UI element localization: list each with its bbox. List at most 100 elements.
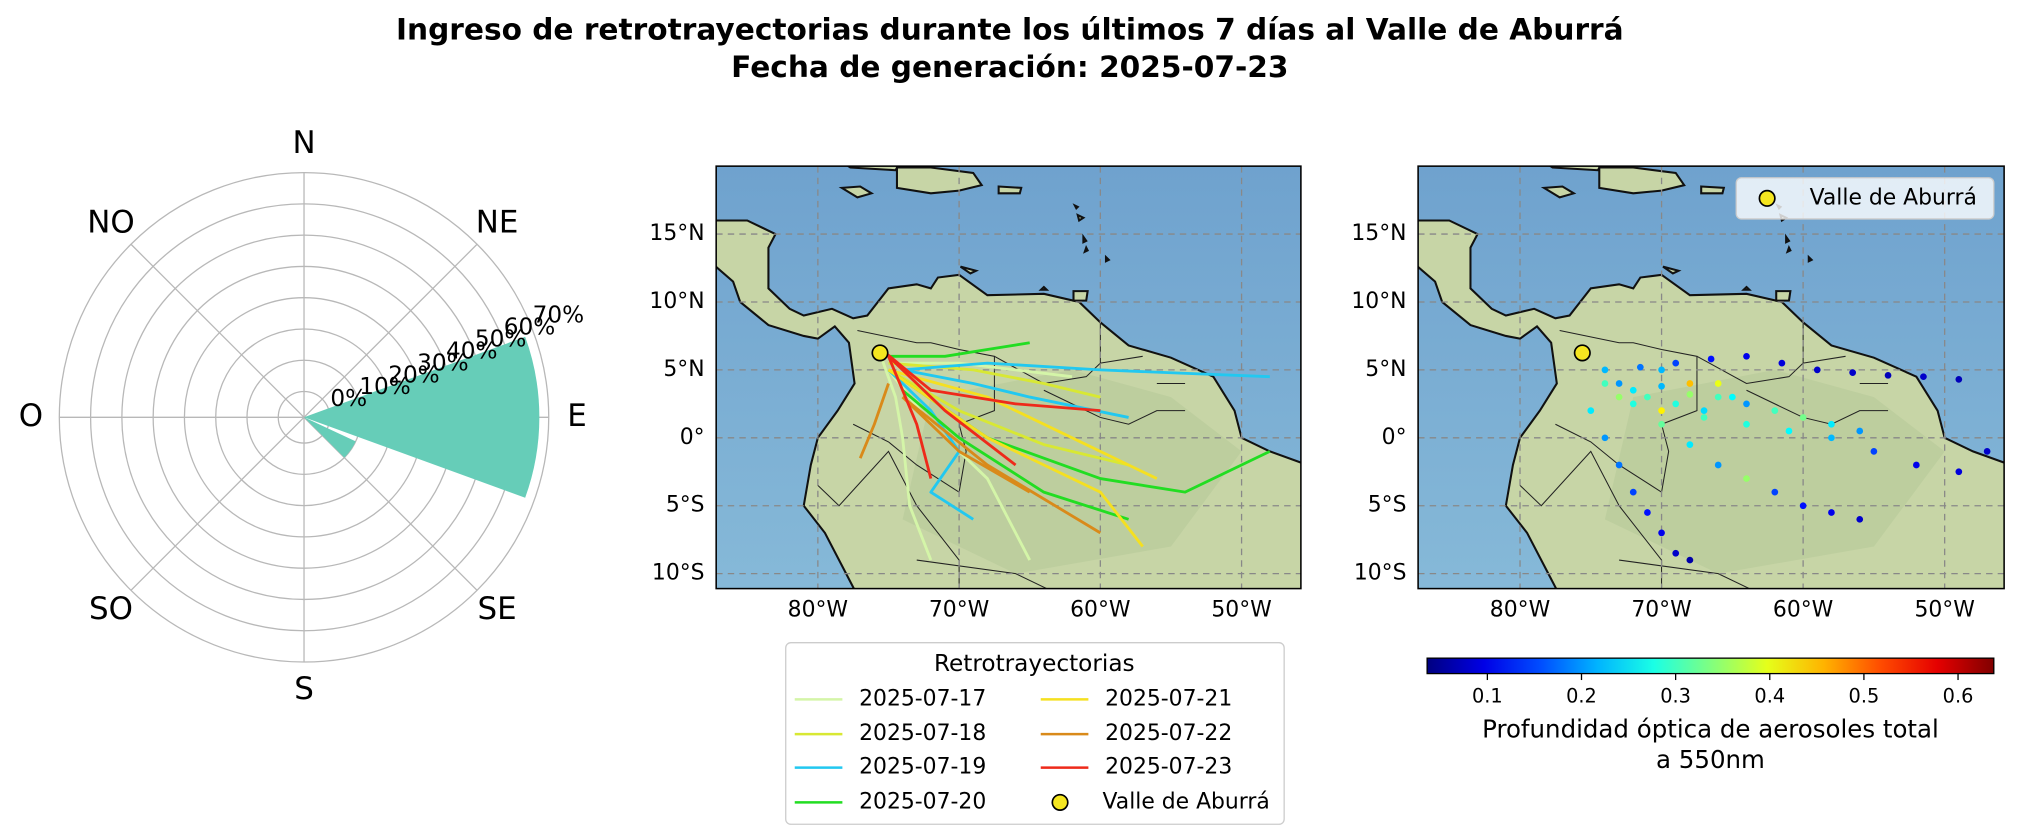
legend-label: 2025-07-21 xyxy=(1105,686,1232,711)
land xyxy=(1598,166,1686,195)
aod-point xyxy=(1658,382,1665,390)
direction-label: NE xyxy=(476,205,519,241)
border xyxy=(1803,355,1846,364)
legend-label: 2025-07-18 xyxy=(859,721,986,746)
aod-point xyxy=(1615,393,1623,401)
aod-point xyxy=(1799,502,1807,510)
aod-point xyxy=(1983,448,1991,455)
radial-tick-label: 10% xyxy=(359,373,411,400)
trajectory xyxy=(902,368,1129,419)
aod-point xyxy=(1658,529,1665,537)
aod-point xyxy=(1658,420,1665,428)
y-tick-label: 5°N xyxy=(1365,357,1406,382)
aod-point xyxy=(1828,434,1835,442)
aod-point xyxy=(1707,355,1715,363)
x-tick-label: 60°W xyxy=(1773,597,1833,622)
colorbar-label: a 550nm xyxy=(1656,745,1765,774)
land xyxy=(1540,185,1577,199)
x-tick-label: 80°W xyxy=(1490,597,1550,622)
title: Ingreso de retrotrayectorias durante los… xyxy=(396,12,1624,46)
colorbar-tick-label: 0.4 xyxy=(1754,684,1785,707)
aod-point xyxy=(1870,448,1878,455)
colorbar-tick-label: 0.1 xyxy=(1472,684,1503,707)
trajectory xyxy=(880,348,1101,413)
radial-tick-label: 70% xyxy=(533,301,585,328)
x-tick-label: 70°W xyxy=(929,597,989,622)
aod-point xyxy=(1629,386,1637,394)
grid-spoke xyxy=(303,243,478,418)
legend-label: 2025-07-20 xyxy=(859,789,986,814)
direction-label: O xyxy=(19,398,43,434)
aod-point xyxy=(1856,427,1864,435)
legend-box xyxy=(1735,177,1995,220)
trajectory xyxy=(878,353,933,561)
legend-label: 2025-07-17 xyxy=(859,686,986,711)
trajectory xyxy=(902,361,1270,379)
y-tick-label: 10°N xyxy=(1351,289,1406,314)
trajectory xyxy=(888,368,1158,480)
land xyxy=(1785,233,1791,244)
land xyxy=(895,166,984,195)
legend-title: Retrotrayectorias xyxy=(934,650,1135,677)
colorbar-label: Profundidad óptica de aerosoles total xyxy=(1482,714,1939,743)
land xyxy=(838,185,875,199)
land xyxy=(997,185,1023,195)
aod-point xyxy=(1700,414,1708,421)
radial-tick-label: 50% xyxy=(475,325,527,352)
trajectory xyxy=(887,355,1017,467)
land xyxy=(1104,254,1111,263)
aod-point xyxy=(1785,427,1793,435)
land xyxy=(1662,265,1682,275)
map-frame xyxy=(1417,165,2005,590)
bar xyxy=(304,417,356,458)
origin-marker xyxy=(871,344,889,362)
aod-point xyxy=(1743,352,1750,360)
bar xyxy=(304,336,540,498)
forest xyxy=(1604,369,1945,574)
map-area xyxy=(1418,166,2005,589)
aod-point xyxy=(1672,400,1680,408)
y-tick-label: 5°S xyxy=(1368,493,1407,518)
aod-point xyxy=(1714,393,1722,401)
direction-label: SE xyxy=(478,591,517,627)
map-frame xyxy=(715,165,1302,590)
aod-point xyxy=(1771,407,1779,414)
aod-point xyxy=(1601,380,1609,387)
aod-point xyxy=(1743,475,1750,482)
aod-point xyxy=(1672,359,1680,367)
aod-point xyxy=(1629,488,1637,496)
aod-point xyxy=(1884,371,1892,379)
land xyxy=(1076,213,1086,223)
aod-point xyxy=(1686,556,1694,564)
aod-point xyxy=(1955,468,1963,476)
legend-label: Valle de Aburrá xyxy=(1810,185,1977,210)
y-tick-label: 5°N xyxy=(663,357,704,382)
aod-point xyxy=(1728,393,1736,401)
land xyxy=(1083,245,1090,254)
aod-point xyxy=(1799,414,1807,421)
land xyxy=(1082,233,1088,244)
land xyxy=(1741,285,1752,291)
aod-point xyxy=(1644,393,1651,401)
direction-label: E xyxy=(567,398,587,434)
land xyxy=(1072,290,1089,302)
aod-point xyxy=(1644,509,1651,516)
aod-point xyxy=(1658,407,1665,414)
land xyxy=(1785,245,1792,254)
aod-point xyxy=(1686,441,1694,448)
trajectory xyxy=(888,341,1030,358)
colorbar-tick-label: 0.5 xyxy=(1849,684,1880,707)
aod-point xyxy=(1686,380,1694,387)
legend-label: 2025-07-19 xyxy=(859,755,986,780)
aod-point xyxy=(1601,434,1609,442)
trajectory xyxy=(901,396,1031,494)
direction-label: NO xyxy=(87,205,134,241)
colorbar xyxy=(1426,657,1995,675)
x-tick-label: 50°W xyxy=(1914,597,1974,622)
trajectory xyxy=(887,369,1031,561)
aod-point xyxy=(1700,407,1708,414)
radial-tick-label: 0% xyxy=(330,385,367,412)
aod-point xyxy=(1714,461,1722,469)
